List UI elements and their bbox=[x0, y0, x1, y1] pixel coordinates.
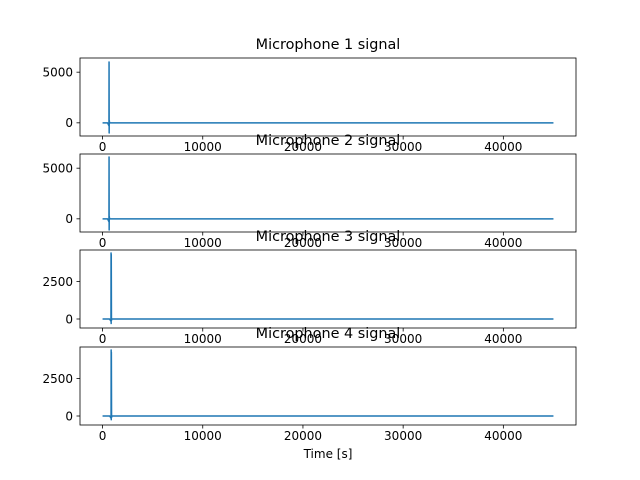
subplot-3: 0 10000 20000 30000 40000 0 2500 Microphone 3 s… bbox=[42, 229, 577, 346]
x-tick-label: 20000 bbox=[284, 236, 322, 250]
y-tick-label: 0 bbox=[65, 312, 73, 326]
x-axis-label: Time [s] bbox=[303, 447, 353, 461]
x-tick-label: 10000 bbox=[184, 236, 222, 250]
y-tick-label: 0 bbox=[65, 212, 73, 226]
subplot-title: Microphone 4 signal bbox=[256, 326, 401, 342]
x-tick-label: 40000 bbox=[484, 140, 522, 154]
subplot-4: 0 10000 20000 30000 40000 0 2500 Microphone 4 s… bbox=[42, 326, 577, 461]
x-tick-label: 40000 bbox=[484, 429, 522, 443]
x-tick-label: 30000 bbox=[384, 429, 422, 443]
x-tick-label: 10000 bbox=[184, 332, 222, 346]
x-tick-label: 0 bbox=[99, 140, 107, 154]
x-tick-label: 0 bbox=[99, 236, 107, 250]
x-tick-label: 0 bbox=[99, 332, 107, 346]
axes-frame bbox=[79, 57, 577, 137]
x-tick-label: 10000 bbox=[184, 429, 222, 443]
signal-line-1 bbox=[102, 61, 554, 134]
x-tick-label: 20000 bbox=[284, 332, 322, 346]
subplot-title: Microphone 2 signal bbox=[256, 133, 401, 149]
x-tick-label: 40000 bbox=[484, 236, 522, 250]
x-tick-label: 30000 bbox=[384, 332, 422, 346]
x-tick-label: 30000 bbox=[384, 140, 422, 154]
y-tick-label: 0 bbox=[65, 116, 73, 130]
y-tick-label: 2500 bbox=[42, 372, 73, 386]
y-tick-label: 5000 bbox=[42, 65, 73, 79]
signal-line-4 bbox=[102, 349, 554, 421]
y-tick-label: 0 bbox=[65, 409, 73, 423]
x-tick-label: 40000 bbox=[484, 332, 522, 346]
x-tick-label: 20000 bbox=[284, 140, 322, 154]
subplot-1: 0 10000 20000 30000 40000 0 5000 Microphone 1 s… bbox=[42, 37, 577, 154]
y-tick-label: 5000 bbox=[42, 161, 73, 175]
y-tick-label: 2500 bbox=[42, 275, 73, 289]
x-tick-label: 30000 bbox=[384, 236, 422, 250]
signal-line-3 bbox=[102, 252, 554, 325]
signal-line-2 bbox=[102, 156, 554, 231]
axes-frame bbox=[79, 153, 577, 233]
x-tick-label: 0 bbox=[99, 429, 107, 443]
subplot-title: Microphone 3 signal bbox=[256, 229, 401, 245]
axes-frame bbox=[79, 249, 577, 329]
x-tick-label: 20000 bbox=[284, 429, 322, 443]
subplot-2: 0 10000 20000 30000 40000 0 5000 Microphone 2 s… bbox=[42, 133, 577, 250]
subplot-title: Microphone 1 signal bbox=[256, 37, 401, 53]
x-tick-label: 10000 bbox=[184, 140, 222, 154]
axes-frame bbox=[79, 346, 577, 426]
